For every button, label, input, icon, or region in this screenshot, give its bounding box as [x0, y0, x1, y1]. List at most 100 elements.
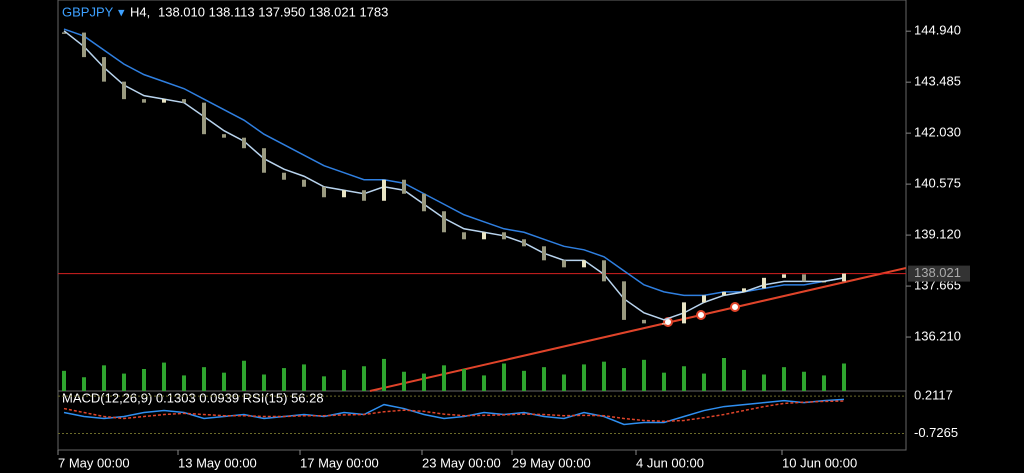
candle	[182, 99, 186, 103]
candle	[82, 32, 86, 58]
candle	[602, 260, 606, 282]
candle	[402, 179, 406, 194]
candle	[762, 277, 766, 289]
volume-bar	[782, 367, 786, 391]
volume-bar	[722, 358, 726, 391]
volume-bar	[362, 366, 366, 391]
volume-bar	[442, 365, 446, 391]
candle	[562, 260, 566, 268]
candle	[582, 260, 586, 268]
volume-bar	[542, 367, 546, 391]
y-tick-label: 143.485	[914, 74, 961, 89]
volume-bar	[482, 375, 486, 391]
candle	[642, 319, 646, 324]
x-tick-label: 4 Jun 00:00	[636, 455, 704, 470]
volume-bar	[802, 371, 806, 391]
candle	[722, 291, 726, 296]
volume-bar	[262, 374, 266, 391]
candle	[222, 134, 226, 138]
volume-bar	[762, 374, 766, 391]
symbol-menu-icon[interactable]: ▾	[118, 4, 125, 19]
volume-bar	[122, 373, 126, 391]
candle	[242, 137, 246, 149]
candle	[802, 274, 806, 282]
candle	[682, 302, 686, 324]
candle	[482, 232, 486, 240]
plot-frame	[57, 0, 907, 451]
last-price-box	[908, 265, 970, 282]
volume-bar	[322, 376, 326, 391]
ma-fast-line	[63, 30, 845, 321]
x-tick-label: 7 May 00:00	[58, 455, 130, 470]
ma-slow-line	[63, 28, 845, 297]
volume-bar	[382, 358, 386, 391]
candle	[142, 99, 146, 103]
volume-bar	[242, 360, 246, 391]
candle	[422, 193, 426, 212]
volume-bar	[422, 373, 426, 391]
x-tick-label: 17 May 00:00	[300, 455, 379, 470]
candle	[262, 148, 266, 173]
volume-bar	[142, 369, 146, 391]
candle	[502, 232, 506, 240]
candle	[162, 99, 166, 103]
volume-bar	[522, 370, 526, 391]
macd-tick-label: 0.2117	[914, 388, 953, 403]
volume-bar	[562, 374, 566, 391]
volume-bar	[402, 371, 406, 391]
candle	[62, 32, 66, 34]
candle	[102, 57, 106, 82]
candle	[322, 186, 326, 198]
volume-bar	[182, 375, 186, 391]
volume-bar	[102, 365, 106, 391]
volume-bar	[302, 364, 306, 391]
timeframe: H4,	[130, 4, 150, 19]
x-tick-label: 23 May 00:00	[422, 455, 501, 470]
y-tick-label: 140.575	[914, 176, 961, 191]
volume-bar	[622, 368, 626, 391]
y-tick-label: 139.120	[914, 227, 961, 242]
candle	[342, 190, 346, 198]
candle	[122, 81, 126, 100]
volume-bar	[342, 369, 346, 391]
candle	[742, 288, 746, 292]
volume-bar	[822, 375, 826, 391]
quote: 138.010 138.113 137.950 138.021 1783	[158, 4, 388, 19]
candle	[462, 232, 466, 240]
volume-bar	[82, 377, 86, 391]
candle	[302, 179, 306, 187]
volume-bar	[222, 372, 226, 391]
indicator-label: MACD(12,26,9) 0.1303 0.0939 RSI(15) 56.2…	[62, 390, 324, 405]
candle	[282, 172, 286, 180]
x-tick-label: 29 May 00:00	[512, 455, 591, 470]
volume-bar	[282, 368, 286, 391]
volume-bar	[602, 361, 606, 391]
candle	[662, 323, 666, 325]
candle	[702, 295, 706, 303]
macd-tick-label: -0.7265	[914, 425, 958, 440]
macd-line	[63, 398, 845, 426]
candle	[782, 274, 786, 278]
candle	[842, 273, 846, 282]
x-tick-label: 13 May 00:00	[178, 455, 257, 470]
volume-bar	[702, 373, 706, 391]
candle	[622, 281, 626, 320]
trend-point	[730, 302, 740, 312]
trend-point	[696, 310, 706, 320]
y-tick-label: 142.030	[914, 125, 961, 140]
candle	[822, 281, 826, 283]
volume-bar	[202, 367, 206, 391]
trend-line	[369, 267, 907, 392]
volume-bar	[642, 359, 646, 391]
volume-bar	[162, 362, 166, 391]
candle	[362, 190, 366, 201]
signal-line	[63, 400, 845, 423]
y-tick-label: 136.210	[914, 328, 961, 343]
volume-bar	[742, 369, 746, 391]
symbol[interactable]: GBPJPY	[62, 4, 114, 19]
candle	[442, 211, 446, 233]
candle	[382, 179, 386, 201]
volume-bar	[582, 364, 586, 391]
